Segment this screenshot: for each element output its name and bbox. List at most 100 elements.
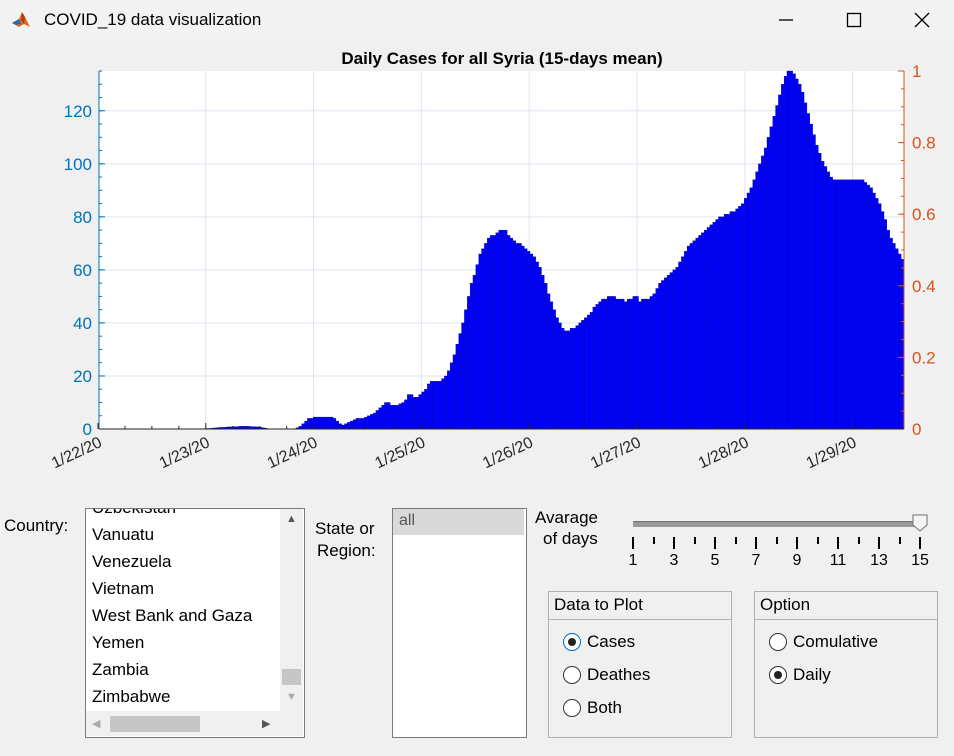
bar [869, 187, 873, 430]
list-item[interactable]: Vietnam [92, 579, 155, 598]
slider-tick-label: 1 [628, 552, 638, 569]
minimize-button[interactable] [763, 0, 809, 40]
bar [855, 179, 859, 430]
bar [452, 354, 456, 430]
y2-tick-label: 0 [912, 420, 921, 439]
minimize-icon [779, 19, 793, 21]
scroll-down-icon[interactable]: ▼ [286, 691, 297, 703]
slider-tick-label: 7 [751, 552, 761, 569]
bar [375, 410, 379, 430]
bar [695, 237, 699, 430]
bar [361, 418, 365, 430]
bar [410, 394, 414, 430]
bar [861, 179, 865, 430]
window-title: COVID_19 data visualization [44, 10, 262, 29]
bar [370, 414, 374, 430]
bar [304, 420, 308, 430]
radio-button-icon[interactable] [563, 666, 581, 684]
bar [664, 277, 668, 430]
bar [318, 416, 322, 430]
scroll-left-icon[interactable]: ◀ [92, 718, 101, 730]
horizontal-scroll-thumb[interactable] [110, 716, 200, 732]
list-item[interactable]: all [393, 509, 524, 535]
bar [752, 179, 756, 430]
radio-comulative[interactable]: Comulative [769, 630, 878, 654]
bar [547, 293, 551, 430]
radio-daily[interactable]: Daily [769, 663, 831, 687]
slider-thumb[interactable] [912, 514, 928, 532]
list-item[interactable]: Uzbekistan [92, 509, 176, 518]
bar [698, 235, 702, 430]
list-item[interactable]: Zimbabwe [92, 687, 171, 706]
close-button[interactable] [899, 0, 945, 40]
bar [675, 267, 679, 430]
bar [875, 198, 879, 430]
country-listbox[interactable]: Uzbekistan Vanuatu Venezuela Vietnam West Ba… [85, 508, 305, 738]
state-listbox[interactable]: all [392, 508, 527, 738]
bar [310, 418, 314, 430]
horizontal-scrollbar[interactable]: ◀ ▶ [86, 711, 280, 736]
bar [489, 235, 494, 430]
bar [469, 282, 474, 430]
vertical-scrollbar[interactable]: ▲ ▼ [280, 509, 303, 711]
bar [529, 253, 534, 430]
bar [644, 298, 648, 430]
vertical-scroll-thumb[interactable] [282, 669, 301, 685]
bar [792, 73, 796, 430]
bar [412, 397, 417, 430]
bar [646, 298, 651, 430]
bar [518, 243, 522, 430]
list-item[interactable]: Venezuela [92, 552, 172, 571]
bar [763, 147, 768, 430]
bar [541, 275, 545, 430]
list-item[interactable]: Zambia [92, 660, 149, 679]
average-days-slider[interactable]: 1 3 5 7 9 11 13 15 [629, 512, 930, 577]
bar [449, 362, 454, 430]
close-icon [914, 12, 930, 28]
radio-both[interactable]: Both [563, 696, 622, 720]
list-item[interactable]: Yemen [92, 633, 145, 652]
bar [729, 211, 733, 430]
bar [509, 237, 514, 430]
slider-tick [919, 537, 921, 549]
slider-tick-label: 13 [870, 552, 888, 569]
radio-button-icon[interactable] [769, 666, 787, 684]
radio-button-icon[interactable] [769, 633, 787, 651]
bar [601, 298, 605, 430]
title-bar: COVID_19 data visualization [0, 0, 954, 40]
bar [586, 314, 591, 430]
scroll-up-icon[interactable]: ▲ [286, 513, 297, 525]
slider-tick [775, 537, 778, 544]
bar [701, 232, 705, 430]
bar [532, 256, 536, 430]
bar [678, 261, 682, 430]
bar [626, 298, 631, 430]
list-item[interactable]: West Bank and Gaza [92, 606, 253, 625]
bar [455, 343, 459, 430]
slider-tick [714, 537, 716, 549]
bar [438, 381, 442, 430]
bar [315, 416, 319, 430]
maximize-button[interactable] [831, 0, 877, 40]
bar [501, 229, 505, 430]
bar [618, 298, 622, 430]
bar [635, 296, 639, 430]
bar [726, 214, 731, 430]
bar [578, 322, 582, 430]
bar [512, 240, 516, 430]
bar [789, 70, 793, 430]
bar [692, 240, 696, 430]
list-item[interactable]: Vanuatu [92, 525, 155, 544]
slider-track[interactable] [633, 521, 923, 527]
radio-deathes[interactable]: Deathes [563, 663, 650, 687]
bar [492, 235, 496, 430]
radio-cases[interactable]: Cases [563, 630, 635, 654]
bar [378, 407, 382, 430]
radio-button-icon[interactable] [563, 633, 581, 651]
bar [575, 325, 579, 430]
scroll-right-icon[interactable]: ▶ [262, 718, 271, 730]
bar [883, 219, 888, 430]
radio-label: Daily [793, 665, 831, 684]
radio-button-icon[interactable] [563, 699, 581, 717]
bar [615, 298, 619, 430]
